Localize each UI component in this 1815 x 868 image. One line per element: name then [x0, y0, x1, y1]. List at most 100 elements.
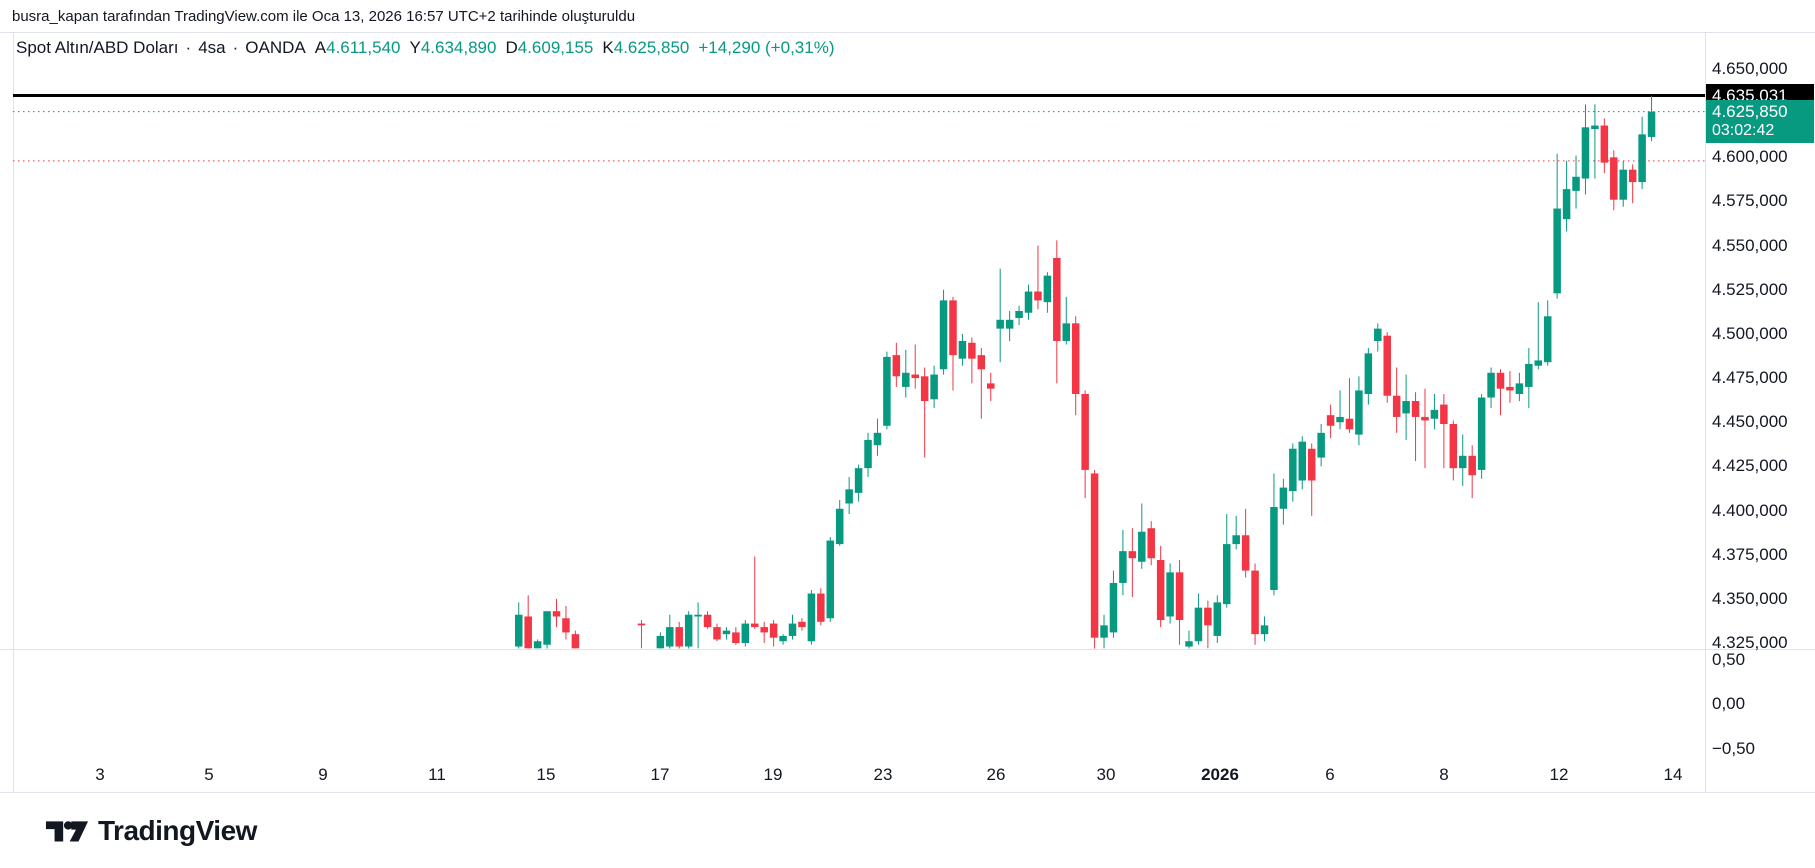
price-tick: 4.575,000	[1712, 191, 1788, 211]
candle-body	[1090, 473, 1099, 638]
price-tick: 4.500,000	[1712, 323, 1788, 343]
candle-body	[722, 630, 731, 635]
candle-body	[552, 611, 561, 617]
candle-body	[562, 618, 570, 633]
candle-body	[1307, 448, 1316, 481]
indicator-tick: 0,00	[1712, 694, 1746, 713]
open-pair: A4.611,540	[315, 38, 401, 58]
candle-body	[1638, 134, 1646, 183]
symbol-title[interactable]: Spot Altın/ABD Doları	[16, 38, 179, 57]
candle-body	[1109, 582, 1118, 633]
candle-body	[1506, 386, 1514, 391]
candle-body	[807, 593, 816, 642]
candle-body	[675, 627, 683, 647]
candle-body	[1534, 360, 1543, 366]
candle-body	[911, 374, 919, 379]
candle-body	[968, 342, 976, 359]
candle-body	[1279, 487, 1288, 509]
candle-body	[1317, 432, 1325, 458]
close-value: 4.625,850	[613, 38, 690, 57]
price-tick: 4.375,000	[1712, 544, 1788, 564]
candle-body	[920, 376, 929, 402]
candle-body	[1232, 535, 1240, 545]
time-tick: 2026	[1201, 765, 1239, 784]
time-tick: 5	[204, 765, 214, 784]
interval-label[interactable]: 4sa	[198, 38, 226, 57]
candle-body	[1166, 572, 1174, 617]
close-pair: K4.625,850	[602, 38, 689, 58]
candle-body	[666, 627, 674, 647]
time-tick: 17	[650, 765, 670, 784]
price-tick: 4.450,000	[1712, 412, 1788, 432]
chart-area[interactable]: Spot Altın/ABD Doları · 4sa · OANDA A4.6…	[0, 33, 1815, 793]
price-tick: 4.425,000	[1712, 456, 1788, 476]
candle-body	[1043, 275, 1052, 303]
price-tick: 4.350,000	[1712, 588, 1788, 608]
candle-body	[949, 300, 957, 356]
low-pair: D4.609,155	[505, 38, 593, 58]
candle-body	[1496, 372, 1505, 389]
candle-body	[1572, 176, 1580, 191]
attribution-text: busra_kapan tarafından TradingView.com i…	[12, 7, 636, 25]
candle-body	[1260, 625, 1269, 635]
candle-body	[788, 623, 797, 636]
candle-body	[1581, 127, 1590, 179]
candle-body	[1071, 323, 1080, 394]
candle-body	[713, 627, 721, 640]
candle-body	[1468, 455, 1476, 476]
price-tick: 4.650,000	[1712, 59, 1788, 79]
tradingview-brand-text[interactable]: TradingView	[98, 814, 257, 846]
candle-body	[1515, 383, 1524, 394]
attribution-bar: busra_kapan tarafından TradingView.com i…	[0, 0, 1815, 33]
candle-body	[1600, 125, 1609, 163]
candle-body	[883, 356, 891, 426]
candle-body	[1194, 607, 1203, 642]
candles-layer	[515, 95, 1656, 649]
time-tick: 3	[95, 765, 105, 784]
price-tick: 4.600,000	[1712, 147, 1788, 167]
candle-body	[987, 383, 995, 389]
high-value: 4.634,890	[420, 38, 497, 57]
candle-body	[1336, 416, 1344, 423]
candle-body	[1289, 448, 1297, 492]
candle-body	[571, 634, 580, 649]
time-tick: 26	[986, 765, 1006, 784]
candle-body	[996, 319, 1004, 329]
candle-body	[845, 489, 853, 504]
candle-body	[1298, 441, 1307, 481]
high-pair: Y4.634,890	[409, 38, 496, 58]
candle-body	[1138, 531, 1146, 562]
last-price-text: 4.625,850	[1712, 102, 1788, 122]
candle-body	[1204, 607, 1212, 626]
candle-body	[835, 508, 844, 545]
candle-body	[930, 374, 938, 400]
candle-body	[1119, 551, 1127, 583]
candle-body	[684, 614, 693, 647]
candlestick-chart[interactable]	[0, 33, 1815, 793]
candle-body	[1100, 625, 1108, 638]
low-value: 4.609,155	[517, 38, 594, 57]
candle-body	[769, 623, 778, 638]
candle-body	[1562, 189, 1571, 220]
time-tick: 30	[1096, 765, 1116, 784]
candle-body	[779, 635, 787, 642]
candle-body	[1175, 572, 1184, 621]
candle-body	[1392, 395, 1401, 417]
candle-body	[1591, 125, 1599, 130]
footer: TradingView	[0, 793, 1815, 868]
candle-body	[864, 439, 872, 469]
candle-body	[1647, 111, 1656, 137]
exchange-label[interactable]: OANDA	[245, 38, 306, 57]
candle-body	[1374, 328, 1382, 341]
price-tick: 4.400,000	[1712, 500, 1788, 520]
candle-body	[751, 623, 759, 628]
time-tick: 8	[1439, 765, 1449, 784]
candle-body	[1411, 401, 1420, 417]
time-tick: 12	[1549, 765, 1569, 784]
change-value: +14,290 (+0,31%)	[698, 38, 835, 57]
candle-body	[1543, 316, 1552, 363]
chart-legend[interactable]: Spot Altın/ABD Doları · 4sa · OANDA A4.6…	[16, 37, 834, 59]
candle-body	[1213, 602, 1222, 636]
candle-body	[1355, 390, 1363, 435]
tradingview-logo-icon[interactable]	[45, 817, 89, 845]
